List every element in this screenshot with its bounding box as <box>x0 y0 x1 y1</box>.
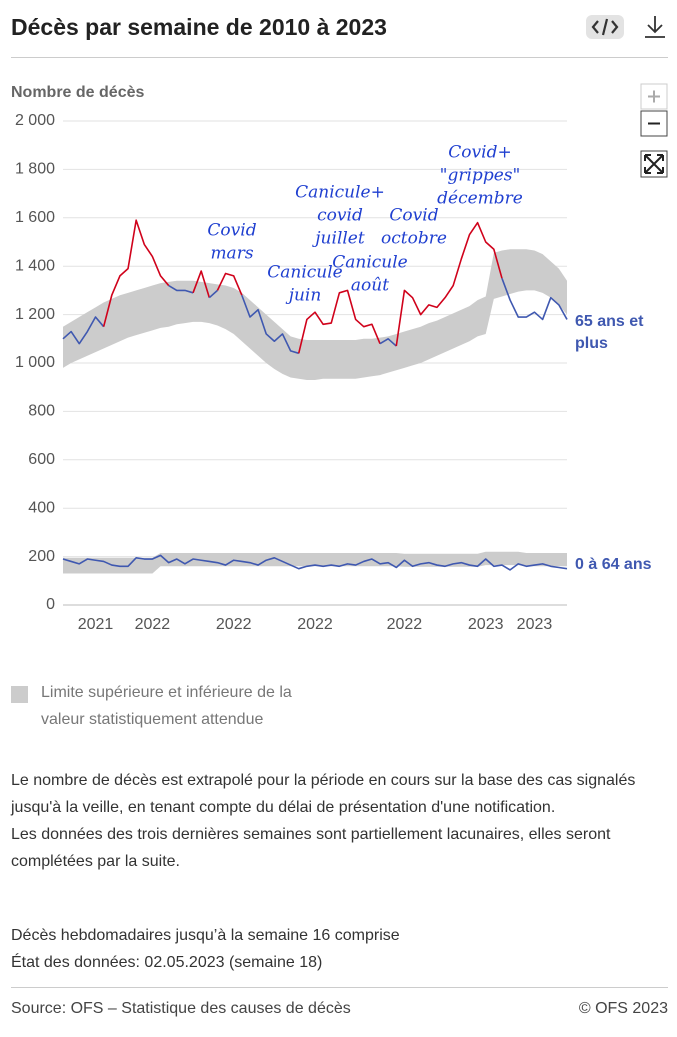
zoom-out[interactable] <box>640 110 668 137</box>
series-line <box>62 316 105 345</box>
y-tick-label: 200 <box>28 548 55 565</box>
excess-line <box>216 272 243 296</box>
y-tick-label: 1 000 <box>15 354 55 371</box>
annotation: juillet <box>311 229 365 249</box>
x-tick-label: 2022 <box>297 616 333 633</box>
source: Source: OFS – Statistique des causes de … <box>11 1000 351 1017</box>
title: Décès par semaine de 2010 à 2023 <box>11 14 387 40</box>
y-tick-label: 1 800 <box>15 161 55 178</box>
series-line <box>241 294 299 355</box>
annotation: décembre <box>437 189 523 209</box>
excess-line <box>192 270 211 298</box>
copyright: © OFS 2023 <box>578 1000 668 1017</box>
chart: Nombre de décès 0 200 400 600 800 1 000 1 200 1… <box>11 15 668 633</box>
y-tick-label: 600 <box>28 451 55 468</box>
annotation: "grippes" <box>440 166 521 186</box>
legend-swatch <box>11 686 28 703</box>
annotation: Canicule+ <box>295 183 385 203</box>
fullscreen[interactable] <box>640 150 668 178</box>
annotation: août <box>351 276 389 296</box>
legend: Limite supérieure et inférieure de la va… <box>11 683 331 733</box>
series-line <box>168 284 194 294</box>
x-tick-label: 2022 <box>135 616 171 633</box>
status: Décès hebdomadaires jusqu’à la semaine 1… <box>11 922 400 976</box>
series-label: 65 ans et plus <box>575 313 644 352</box>
embed-button[interactable] <box>586 15 624 39</box>
note: Les données des trois dernières semaines… <box>11 826 611 870</box>
excess-line <box>297 289 381 354</box>
zoom-in[interactable] <box>640 83 668 110</box>
y-tick-label: 0 <box>46 596 55 613</box>
x-tick-label: 2021 <box>78 616 114 633</box>
expected-band <box>63 551 567 574</box>
series-line <box>501 278 568 321</box>
annotation: Canicule <box>332 253 408 273</box>
status-line: Décès hebdomadaires jusqu’à la semaine 1… <box>11 927 400 944</box>
excess-line <box>395 221 503 347</box>
series-line <box>379 337 397 347</box>
annotation: octobre <box>381 229 447 249</box>
legend-text: Limite supérieure et inférieure de la va… <box>41 684 292 728</box>
annotation: mars <box>210 244 253 264</box>
status-line: État des données: 02.05.2023 (semaine 18… <box>11 954 323 971</box>
x-tick-label: 2023 <box>517 616 553 633</box>
annotation: covid <box>317 206 363 226</box>
y-tick-label: 2 000 <box>15 112 55 129</box>
download-button[interactable] <box>645 16 665 38</box>
y-tick-label: 1 200 <box>15 306 55 323</box>
note: Le nombre de décès est extrapolé pour la… <box>11 772 636 816</box>
annotation: juin <box>285 286 322 306</box>
divider <box>11 57 668 58</box>
notes: Le nombre de décès est extrapolé pour la… <box>11 767 651 875</box>
x-tick-label: 2022 <box>387 616 423 633</box>
y-axis-label: Nombre de décès <box>11 84 144 101</box>
annotation: Canicule <box>267 263 343 283</box>
series-line <box>62 554 568 571</box>
y-tick-label: 1 400 <box>15 257 55 274</box>
y-tick-label: 400 <box>28 499 55 516</box>
annotation: Covid <box>207 221 256 241</box>
x-tick-label: 2022 <box>216 616 252 633</box>
expected-band <box>63 249 567 380</box>
series-line <box>208 289 218 299</box>
series-label: 0 à 64 ans <box>575 556 652 573</box>
y-tick-label: 1 600 <box>15 209 55 226</box>
y-tick-label: 800 <box>28 403 55 420</box>
x-tick-label: 2023 <box>468 616 504 633</box>
annotation: Covid <box>389 206 438 226</box>
divider <box>11 987 668 988</box>
annotation: Covid+ <box>448 143 511 163</box>
excess-line <box>102 219 170 327</box>
